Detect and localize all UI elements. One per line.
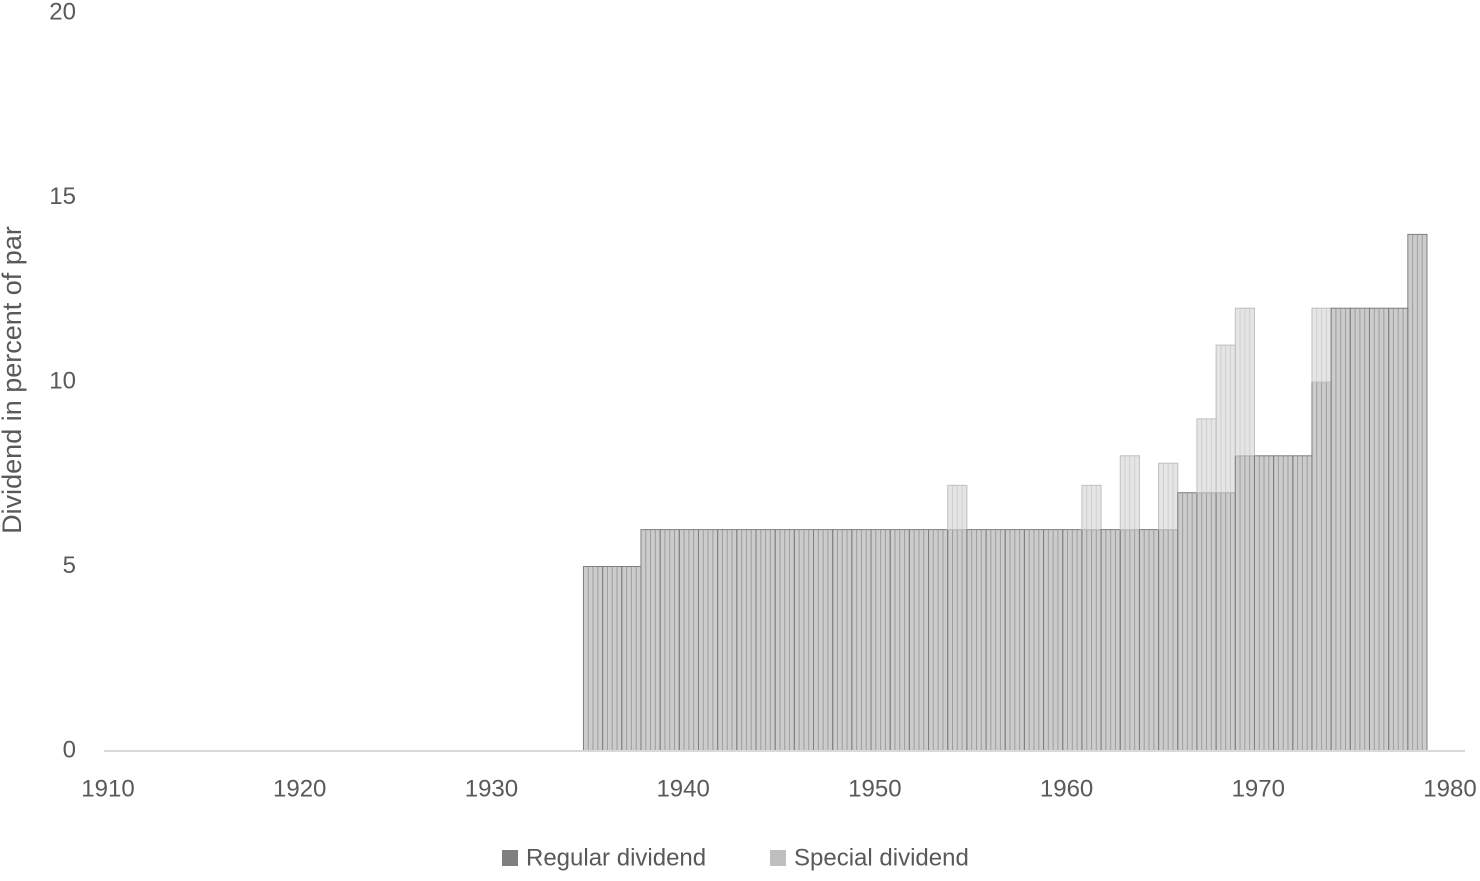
y-axis-label: Dividend in percent of par — [0, 226, 27, 534]
legend-label: Regular dividend — [526, 844, 706, 871]
y-tick-label: 15 — [49, 183, 76, 210]
y-tick-label: 10 — [49, 367, 76, 394]
y-tick-label: 0 — [63, 736, 76, 763]
x-tick-label: 1960 — [1040, 775, 1093, 802]
x-tick-label: 1980 — [1423, 775, 1476, 802]
y-tick-label: 5 — [63, 552, 76, 579]
x-tick-label: 1920 — [273, 775, 326, 802]
x-tick-label: 1910 — [81, 775, 134, 802]
y-tick-label: 20 — [49, 0, 76, 25]
legend-swatch — [770, 850, 786, 866]
legend-swatch — [502, 850, 518, 866]
x-tick-label: 1950 — [848, 775, 901, 802]
x-tick-label: 1930 — [465, 775, 518, 802]
legend-label: Special dividend — [794, 844, 969, 871]
x-tick-label: 1970 — [1232, 775, 1285, 802]
x-tick-label: 1940 — [656, 775, 709, 802]
